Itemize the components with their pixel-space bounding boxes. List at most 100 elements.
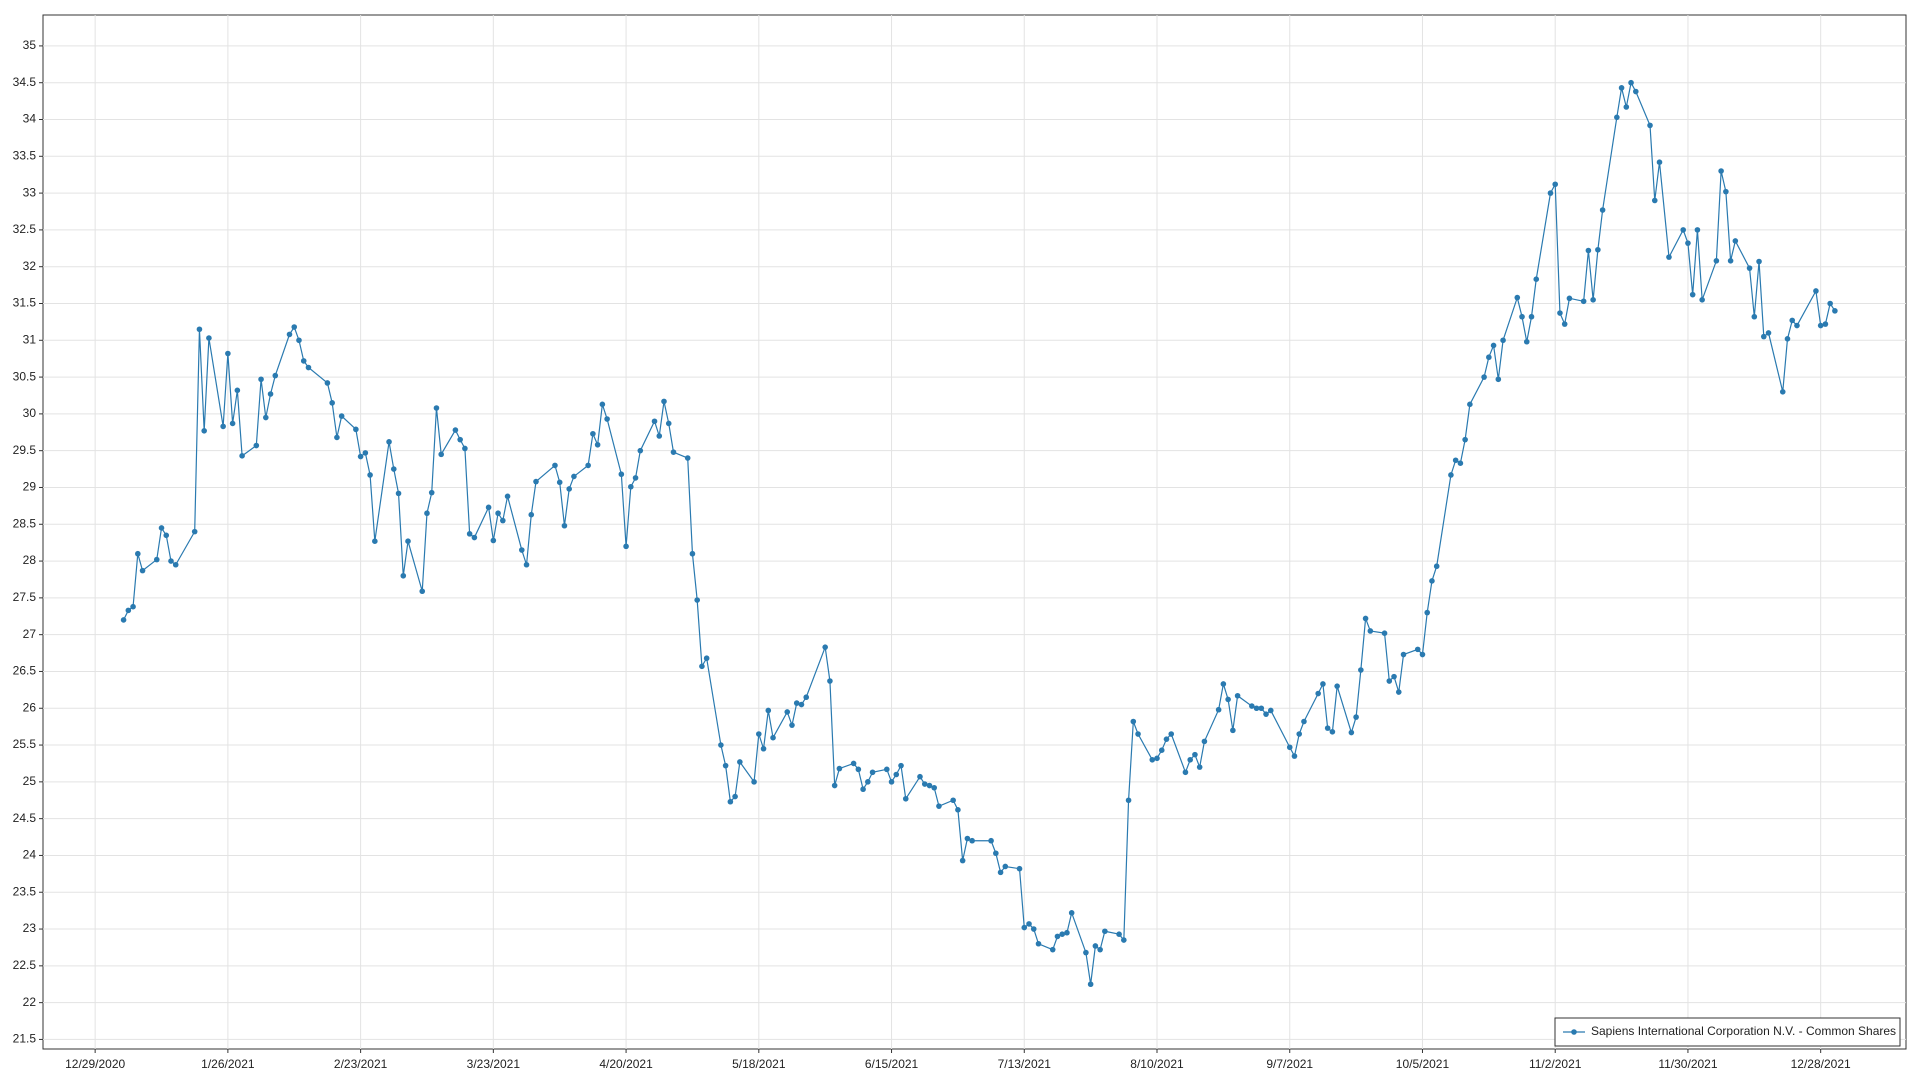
data-point	[1827, 300, 1833, 307]
data-point	[765, 707, 772, 714]
data-point	[1490, 342, 1497, 349]
data-point	[1462, 436, 1468, 443]
data-point	[732, 793, 738, 800]
data-point	[1486, 354, 1492, 361]
data-point	[888, 779, 895, 785]
data-point	[1395, 689, 1402, 695]
data-point	[1751, 313, 1758, 320]
data-point	[1680, 227, 1686, 233]
data-point	[703, 655, 710, 662]
x-tick-label: 8/10/2021	[1130, 1057, 1184, 1071]
data-point	[590, 430, 596, 437]
data-point	[1779, 389, 1786, 395]
data-point	[926, 782, 933, 789]
data-point	[1689, 291, 1696, 298]
data-point	[1092, 943, 1099, 949]
data-point	[1457, 460, 1464, 466]
data-point	[1429, 578, 1435, 584]
data-point	[898, 762, 904, 769]
x-tick-label: 5/18/2021	[732, 1057, 786, 1071]
data-point	[286, 331, 293, 338]
data-point	[1125, 797, 1132, 804]
data-point	[1059, 931, 1065, 937]
data-point	[827, 678, 833, 684]
data-point	[1813, 288, 1819, 294]
data-point	[722, 762, 729, 769]
data-point	[253, 442, 260, 449]
legend-label: Sapiens International Corporation N.V. -…	[1591, 1024, 1896, 1038]
data-point	[1595, 246, 1601, 253]
data-point	[163, 532, 170, 539]
data-point	[1301, 718, 1307, 725]
data-point	[1358, 667, 1364, 673]
data-point	[196, 326, 203, 333]
data-point	[1016, 865, 1023, 872]
data-point	[1448, 472, 1454, 478]
data-point	[1495, 376, 1502, 383]
data-point	[462, 445, 468, 452]
data-point	[424, 510, 430, 517]
data-point	[1087, 981, 1094, 988]
data-point	[362, 450, 369, 456]
data-point	[372, 538, 378, 544]
data-point	[1158, 747, 1165, 754]
data-point	[1116, 931, 1122, 937]
data-point	[1784, 336, 1791, 342]
data-point	[1590, 297, 1596, 303]
data-point	[1320, 681, 1326, 687]
data-point	[1267, 707, 1274, 714]
data-point	[1822, 321, 1829, 327]
data-point	[884, 766, 890, 773]
y-tick-label: 30.5	[13, 369, 37, 383]
data-point	[855, 766, 862, 773]
data-point	[1452, 457, 1459, 464]
x-tick-label: 10/5/2021	[1396, 1057, 1450, 1071]
x-tick-label: 11/2/2021	[1529, 1057, 1582, 1071]
x-tick-label: 2/23/2021	[334, 1057, 388, 1071]
data-point	[1391, 673, 1397, 680]
data-point	[1718, 168, 1724, 174]
data-point	[836, 765, 843, 772]
data-point	[1149, 756, 1156, 763]
data-point	[936, 803, 942, 809]
data-point	[694, 597, 700, 603]
data-point	[1083, 949, 1089, 956]
y-tick-label: 35	[23, 38, 37, 52]
data-point	[651, 418, 658, 425]
data-point	[1296, 731, 1303, 737]
data-point	[466, 531, 473, 537]
data-point	[1694, 227, 1701, 233]
data-point	[1381, 630, 1388, 636]
data-point	[1329, 729, 1336, 735]
data-point	[1220, 681, 1227, 687]
data-point	[225, 350, 231, 357]
y-tick-label: 33.5	[13, 148, 37, 162]
data-point	[822, 644, 828, 650]
data-point	[585, 462, 591, 469]
data-point	[1386, 678, 1393, 684]
data-point	[1561, 321, 1568, 327]
data-point	[518, 547, 525, 553]
data-point	[556, 479, 563, 486]
data-point	[419, 588, 426, 595]
data-point	[1182, 769, 1189, 776]
data-point	[803, 694, 810, 701]
y-tick-label: 32.5	[13, 222, 37, 236]
x-tick-label: 7/13/2021	[998, 1057, 1052, 1071]
y-tick-label: 23.5	[13, 884, 37, 898]
data-point	[300, 358, 307, 364]
data-point	[1002, 863, 1009, 870]
data-point	[1225, 696, 1231, 703]
y-tick-label: 28	[23, 553, 37, 567]
data-point	[168, 558, 174, 564]
data-point	[665, 420, 672, 427]
data-point	[1187, 756, 1193, 763]
y-tick-label: 21.5	[13, 1032, 37, 1046]
y-tick-label: 22.5	[13, 958, 37, 972]
data-point	[305, 364, 312, 371]
data-point	[324, 380, 331, 386]
y-tick-label: 27.5	[13, 590, 37, 604]
data-point	[1249, 703, 1255, 709]
data-point	[798, 701, 805, 708]
